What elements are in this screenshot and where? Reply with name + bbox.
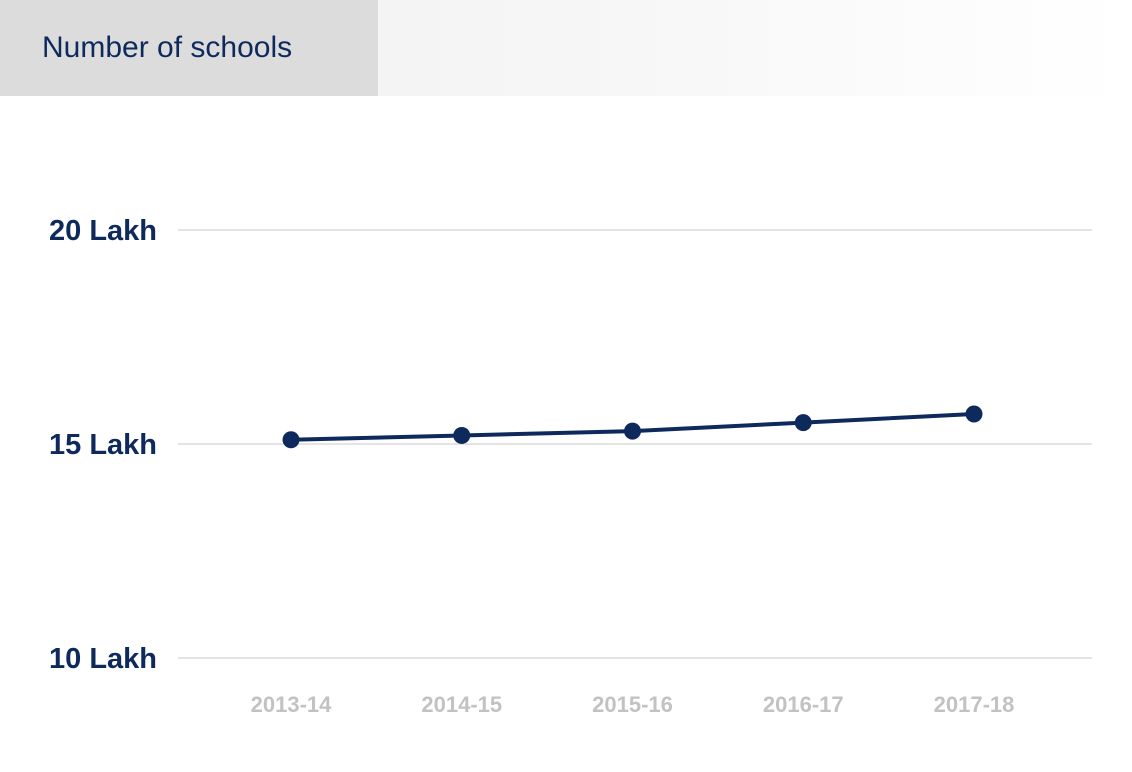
y-tick-label: 20 Lakh bbox=[49, 215, 157, 247]
data-point bbox=[794, 414, 812, 432]
x-tick-label: 2016-17 bbox=[763, 692, 844, 717]
data-point bbox=[453, 426, 471, 444]
x-tick-label: 2015-16 bbox=[592, 692, 673, 717]
data-point bbox=[282, 431, 300, 449]
y-tick-label: 15 Lakh bbox=[49, 429, 157, 461]
data-point bbox=[965, 405, 983, 423]
x-tick-label: 2014-15 bbox=[421, 692, 502, 717]
y-tick-label: 10 Lakh bbox=[49, 643, 157, 675]
tab-number-of-schools[interactable]: Number of schools bbox=[0, 0, 378, 96]
tab-label: Number of schools bbox=[42, 31, 293, 64]
x-tick-label: 2017-18 bbox=[934, 692, 1015, 717]
x-tick-label: 2013-14 bbox=[251, 692, 333, 717]
data-point bbox=[624, 422, 641, 440]
